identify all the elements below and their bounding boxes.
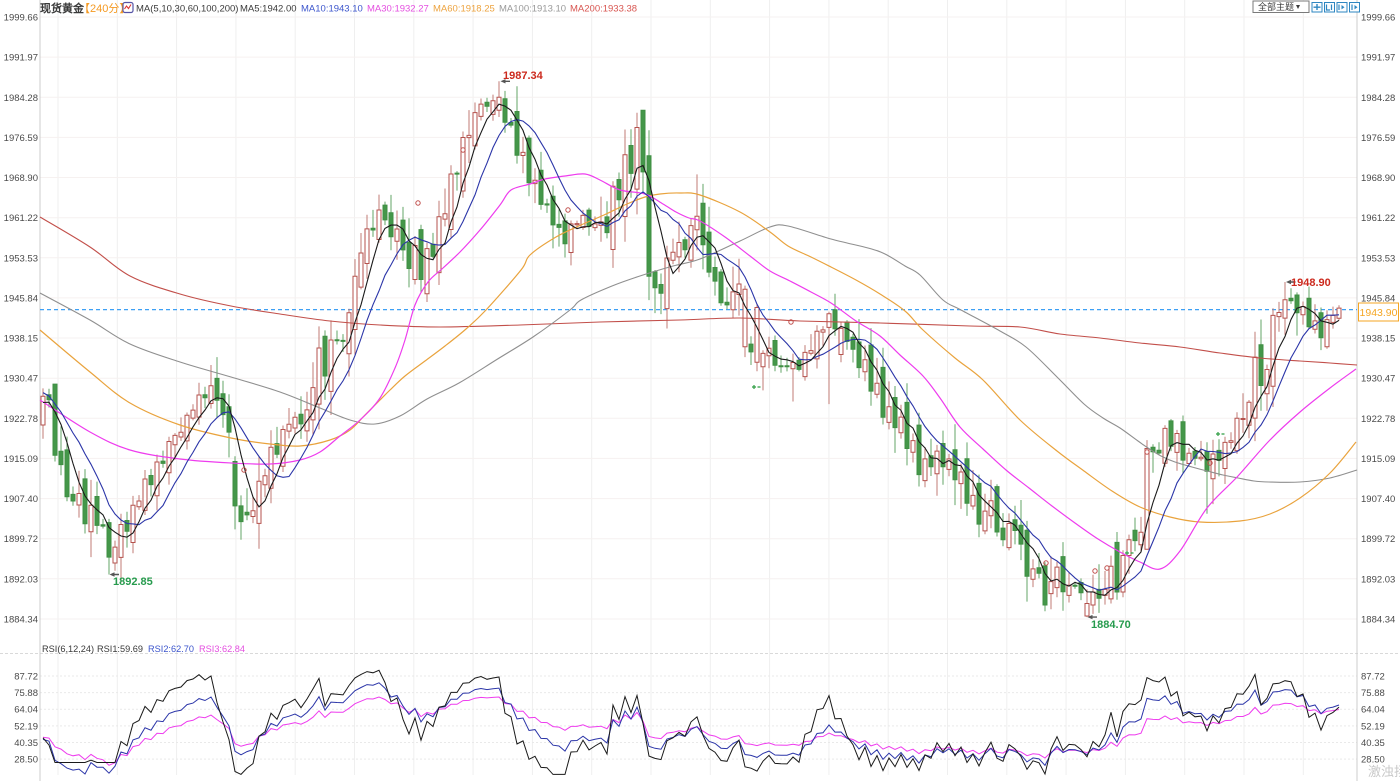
svg-text:RSI3:62.84: RSI3:62.84	[199, 644, 245, 654]
svg-text:1968.90: 1968.90	[1361, 173, 1395, 184]
svg-text:RSI(6,12,24): RSI(6,12,24)	[42, 644, 94, 654]
svg-text:1943.90: 1943.90	[1360, 307, 1398, 319]
svg-text:1892.85: 1892.85	[113, 576, 153, 588]
svg-text:1899.72: 1899.72	[1361, 534, 1395, 545]
svg-text:28.50: 28.50	[14, 755, 38, 766]
svg-text:1991.97: 1991.97	[1361, 53, 1395, 64]
svg-text:64.04: 64.04	[14, 705, 38, 716]
svg-text:28.50: 28.50	[1361, 755, 1385, 766]
svg-text:MA100:1913.10: MA100:1913.10	[499, 4, 566, 15]
svg-text:40.35: 40.35	[1361, 738, 1385, 749]
svg-text:RSI2:62.70: RSI2:62.70	[148, 644, 194, 654]
svg-text:1976.59: 1976.59	[4, 133, 38, 144]
svg-text:1968.90: 1968.90	[4, 173, 38, 184]
svg-text:1884.34: 1884.34	[4, 615, 38, 626]
svg-text:【240分】: 【240分】	[79, 2, 130, 15]
svg-text:全部主题: 全部主题	[1258, 1, 1294, 12]
svg-text:87.72: 87.72	[1361, 672, 1385, 683]
svg-text:75.88: 75.88	[14, 688, 38, 699]
svg-text:1953.53: 1953.53	[1361, 253, 1395, 264]
svg-text:1945.84: 1945.84	[4, 293, 38, 304]
svg-text:52.19: 52.19	[14, 721, 38, 732]
svg-text:1987.34: 1987.34	[503, 70, 544, 82]
svg-text:1999.66: 1999.66	[1361, 13, 1395, 24]
svg-text:1984.28: 1984.28	[1361, 93, 1395, 104]
svg-text:1884.70: 1884.70	[1091, 619, 1131, 631]
svg-text:40.35: 40.35	[14, 738, 38, 749]
svg-text:MA5:1942.00: MA5:1942.00	[240, 4, 297, 15]
svg-text:1948.90: 1948.90	[1291, 277, 1331, 289]
svg-text:1922.78: 1922.78	[1361, 414, 1395, 425]
svg-text:1961.22: 1961.22	[4, 213, 38, 224]
svg-text:64.04: 64.04	[1361, 705, 1385, 716]
svg-text:1938.15: 1938.15	[4, 334, 38, 345]
svg-text:MA30:1932.27: MA30:1932.27	[367, 4, 429, 15]
svg-text:87.72: 87.72	[14, 672, 38, 683]
svg-text:1884.34: 1884.34	[1361, 615, 1395, 626]
svg-text:现货黄金: 现货黄金	[40, 1, 85, 15]
svg-text:1892.03: 1892.03	[1361, 574, 1395, 585]
svg-text:1892.03: 1892.03	[4, 574, 38, 585]
svg-text:1930.47: 1930.47	[1361, 374, 1395, 385]
svg-text:1915.09: 1915.09	[1361, 454, 1395, 465]
svg-text:1991.97: 1991.97	[4, 53, 38, 64]
svg-text:MA10:1943.10: MA10:1943.10	[301, 4, 363, 15]
svg-text:1922.78: 1922.78	[4, 414, 38, 425]
svg-text:MA(5,10,30,60,100,200): MA(5,10,30,60,100,200)	[136, 4, 238, 15]
svg-text:1907.40: 1907.40	[1361, 494, 1395, 505]
svg-text:1945.84: 1945.84	[1361, 293, 1395, 304]
svg-text:激浊扬清: 激浊扬清	[1368, 764, 1400, 779]
svg-text:1999.66: 1999.66	[4, 13, 38, 24]
svg-text:1907.40: 1907.40	[4, 494, 38, 505]
svg-text:75.88: 75.88	[1361, 688, 1385, 699]
svg-text:RSI1:59.69: RSI1:59.69	[97, 644, 143, 654]
svg-text:1938.15: 1938.15	[1361, 334, 1395, 345]
svg-text:1961.22: 1961.22	[1361, 213, 1395, 224]
svg-text:1953.53: 1953.53	[4, 253, 38, 264]
svg-text:1915.09: 1915.09	[4, 454, 38, 465]
svg-text:MA200:1933.38: MA200:1933.38	[570, 4, 637, 15]
svg-text:MA60:1918.25: MA60:1918.25	[433, 4, 495, 15]
svg-text:1976.59: 1976.59	[1361, 133, 1395, 144]
svg-text:1930.47: 1930.47	[4, 374, 38, 385]
svg-text:52.19: 52.19	[1361, 721, 1385, 732]
svg-text:1984.28: 1984.28	[4, 93, 38, 104]
svg-text:1899.72: 1899.72	[4, 534, 38, 545]
